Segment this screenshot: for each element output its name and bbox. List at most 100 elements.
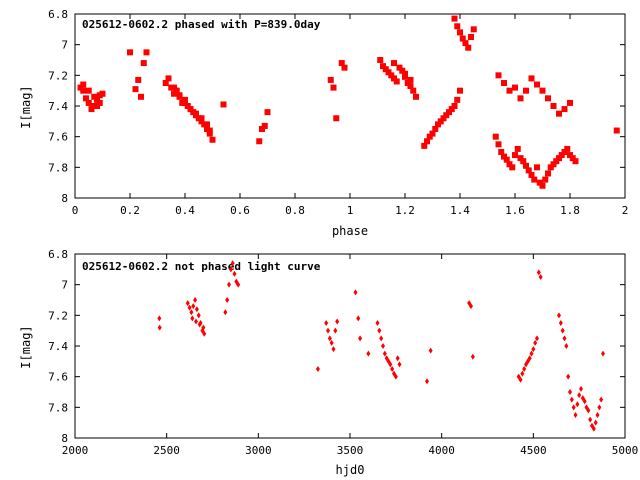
panel2-data-point — [577, 392, 582, 399]
panel2-data-point — [591, 425, 596, 432]
panel2-data-point — [189, 309, 194, 316]
panel1-data-point — [561, 106, 568, 113]
panel1-data-point — [330, 84, 337, 91]
panel1-data-point — [259, 126, 265, 132]
panel1-data-point — [545, 95, 551, 102]
panel1-data-point — [209, 136, 216, 143]
panel2-data-point — [230, 260, 235, 267]
panel1-data-point — [396, 64, 403, 71]
panel2-data-point — [575, 401, 580, 408]
panel1-data-point — [184, 103, 191, 109]
panel1-data-point — [377, 57, 384, 63]
panel1-data-point — [382, 66, 389, 73]
panel1-data-point — [171, 90, 177, 97]
panel1-data-point — [88, 106, 95, 113]
panel1-data-point — [171, 84, 177, 91]
panel1-data-point — [457, 87, 463, 94]
panel1-data-point — [182, 96, 188, 103]
panel1-data-point — [80, 87, 87, 94]
panel1-data-point — [402, 73, 408, 80]
panel1-data-point — [561, 149, 568, 155]
panel1-data-point — [564, 145, 571, 152]
panel2-data-point — [197, 321, 202, 328]
panel1-data-point — [506, 161, 513, 168]
panel1-data-point — [143, 49, 150, 56]
panel2-data-point — [582, 398, 587, 405]
panel2-data-point — [579, 385, 583, 392]
panel1-data-point — [380, 63, 386, 70]
panel2-y-tick-label: 7.6 — [48, 371, 68, 384]
panel2-data-point — [236, 281, 241, 288]
panel2-chart-title: 025612-0602.2 not phased light curve — [82, 260, 321, 273]
panel2-data-point — [232, 270, 237, 277]
panel2-x-tick-label: 3000 — [245, 444, 272, 457]
panel2-data-point — [326, 327, 330, 334]
panel1-data-point — [341, 64, 348, 71]
panel1-x-axis-label: phase — [332, 224, 368, 238]
panel2-data-point — [393, 373, 398, 380]
panel1-y-tick-label: 7.6 — [48, 131, 68, 144]
panel1-data-point — [539, 87, 546, 94]
panel1-data-point — [547, 164, 554, 171]
panel1-data-point — [465, 44, 472, 51]
panel1-data-point — [531, 176, 538, 183]
panel1-data-point — [454, 23, 461, 30]
panel2-data-point — [227, 281, 231, 288]
panel1-data-point — [176, 92, 183, 99]
panel1-data-point — [512, 152, 518, 159]
panel1-data-point — [550, 103, 557, 109]
panel2-data-point — [356, 315, 361, 322]
panel2-y-tick-label: 7.4 — [48, 340, 68, 353]
panel1-data-point — [448, 106, 455, 113]
panel1-data-point — [256, 138, 263, 145]
panel1-data-point — [165, 75, 172, 82]
panel1-data-point — [550, 161, 557, 168]
panel2-data-point — [379, 335, 384, 342]
panel2-data-point — [538, 274, 543, 280]
panel2-y-tick-label: 7.8 — [48, 401, 68, 414]
panel1-data-point — [182, 99, 188, 106]
panel2-data-point — [568, 389, 572, 395]
panel1-data-point — [468, 34, 474, 40]
panel1-data-point — [85, 99, 92, 106]
panel1-data-point — [440, 115, 447, 122]
panel1-data-point — [173, 87, 180, 94]
panel1-y-axis-label: I[mag] — [19, 85, 33, 128]
panel1-data-point — [539, 182, 546, 189]
panel2-data-point — [194, 306, 199, 313]
panel2-data-point — [586, 407, 591, 414]
panel1-chart-title: 025612-0602.2 phased with P=839.0day — [82, 18, 321, 31]
panel1-data-point — [556, 155, 562, 162]
panel2-data-point — [469, 303, 473, 310]
panel1-data-point — [132, 86, 139, 93]
panel1-data-point — [77, 84, 84, 91]
panel1-data-point — [443, 112, 450, 119]
panel1-data-point — [569, 155, 576, 162]
panel2-data-point — [518, 376, 523, 383]
panel2-data-point — [366, 350, 371, 357]
panel1-x-tick-label: 1.4 — [450, 204, 470, 217]
panel1-data-point — [187, 106, 194, 113]
panel2-data-point — [571, 404, 576, 411]
panel2-data-point — [536, 269, 541, 276]
panel2-data-point — [535, 335, 539, 342]
panel1-data-point — [135, 76, 142, 83]
panel2-data-point — [562, 335, 567, 342]
panel2-x-tick-label: 4500 — [520, 444, 547, 457]
panel1-data-point — [492, 133, 499, 140]
panel1-data-point — [506, 87, 513, 94]
panel2-data-point — [595, 412, 600, 418]
panel1-data-point — [402, 70, 408, 77]
panel1-data-point — [553, 158, 560, 165]
panel2-x-tick-label: 5000 — [612, 444, 639, 457]
panel1-data-point — [503, 156, 510, 163]
panel2-y-tick-label: 7 — [61, 279, 68, 292]
panel1-data-point — [446, 109, 452, 116]
panel2-data-point — [190, 315, 195, 322]
panel1-data-point — [528, 75, 535, 82]
panel1-data-point — [206, 130, 213, 137]
panel1-data-point — [426, 133, 433, 140]
panel1-x-tick-label: 0.6 — [230, 204, 250, 217]
panel1-x-tick-label: 0.8 — [285, 204, 305, 217]
